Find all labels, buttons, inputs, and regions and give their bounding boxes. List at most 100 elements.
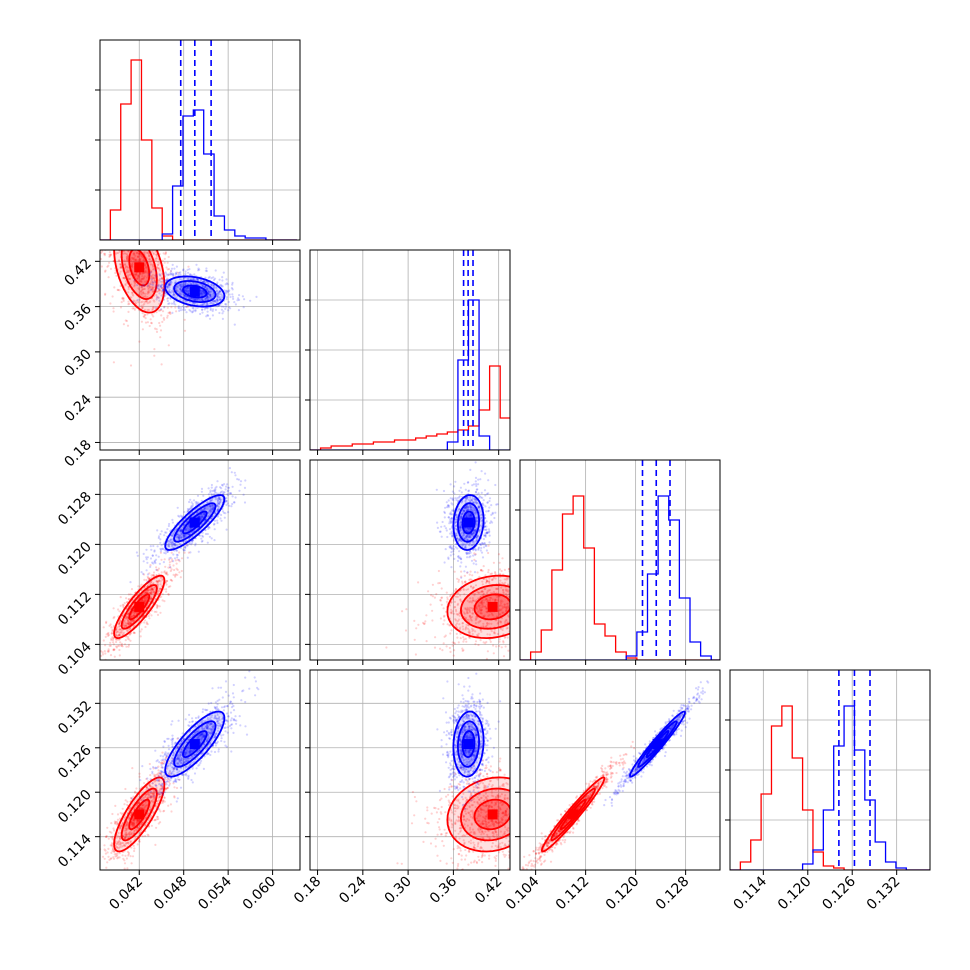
scatter-point (456, 559, 460, 563)
scatter-point (201, 531, 204, 534)
scatter-point (147, 284, 150, 287)
scatter-point (212, 302, 215, 305)
scatter-point (116, 630, 119, 633)
scatter-point (170, 289, 174, 292)
scatter-point (137, 287, 140, 290)
scatter-point (452, 545, 455, 548)
scatter-point (233, 471, 236, 474)
scatter-point (182, 524, 185, 527)
scatter-point (157, 590, 160, 593)
scatter-point (224, 303, 227, 306)
scatter-point (188, 500, 191, 504)
scatter-point (440, 596, 444, 599)
scatter-point (132, 631, 136, 634)
scatter-point (208, 504, 211, 507)
scatter-point (466, 571, 469, 574)
scatter-point (117, 219, 119, 221)
scatter-point (183, 318, 186, 321)
scatter-point (216, 508, 220, 511)
scatter-point (119, 628, 122, 631)
scatter-point (199, 518, 203, 521)
scatter-point (197, 515, 200, 518)
scatter-point (212, 300, 215, 303)
scatter-point (130, 619, 133, 623)
scatter-point (126, 266, 129, 269)
scatter-point (142, 287, 145, 291)
scatter-point (511, 585, 513, 587)
scatter-point (137, 260, 140, 263)
scatter-point (522, 626, 524, 628)
scatter-point (217, 292, 220, 295)
scatter-point (460, 570, 463, 573)
histogram-blue (310, 299, 510, 450)
scatter-point (150, 216, 152, 218)
scatter-point (185, 287, 188, 290)
scatter-point (183, 329, 187, 332)
scatter-point (157, 263, 160, 266)
scatter-point (189, 282, 193, 285)
scatter-point (143, 621, 146, 624)
scatter-point (218, 501, 221, 504)
scatter-point (159, 538, 162, 541)
scatter-point (182, 269, 185, 272)
scatter-point (147, 243, 149, 245)
scatter-point (208, 290, 211, 294)
scatter-point (206, 296, 209, 299)
scatter-point (168, 283, 171, 286)
scatter-point (174, 559, 177, 562)
scatter-point (234, 496, 237, 499)
scatter-point (495, 645, 498, 648)
scatter-point (201, 291, 205, 294)
scatter-point (239, 483, 242, 486)
scatter-point (213, 286, 216, 289)
scatter-point (217, 497, 220, 500)
scatter-point (186, 556, 189, 559)
scatter-point (513, 635, 515, 637)
scatter-point (498, 561, 501, 564)
scatter-point (231, 293, 234, 296)
scatter-point (116, 638, 119, 641)
scatter-point (207, 526, 210, 529)
scatter-point (135, 551, 138, 554)
scatter-point (168, 282, 171, 285)
scatter-point (210, 494, 213, 497)
scatter-point (150, 592, 153, 595)
scatter-point (203, 508, 206, 511)
scatter-point (227, 489, 230, 492)
scatter-point (236, 299, 239, 302)
scatter-point (460, 575, 463, 578)
scatter-point (180, 293, 183, 296)
scatter-point (166, 286, 169, 289)
scatter-point (104, 652, 107, 655)
scatter-point (157, 290, 160, 293)
scatter-point (144, 619, 147, 622)
scatter-point (123, 602, 126, 605)
scatter-point (512, 586, 514, 588)
scatter-point (509, 661, 511, 663)
scatter-point (221, 279, 224, 282)
scatter-point (159, 301, 163, 304)
scatter-point (512, 553, 514, 555)
scatter-point (178, 537, 181, 540)
scatter-point (111, 630, 114, 633)
scatter-point (124, 216, 126, 218)
scatter-point (165, 583, 168, 586)
scatter-point (156, 267, 159, 270)
scatter-point (475, 484, 478, 488)
scatter-point (151, 288, 154, 291)
scatter-point (209, 307, 212, 310)
scatter-point (164, 552, 167, 555)
scatter-point (425, 640, 428, 643)
scatter-point (155, 298, 158, 301)
scatter-point (227, 510, 230, 514)
scatter-point (161, 283, 164, 286)
scatter-point (197, 550, 200, 553)
scatter-point (151, 588, 154, 591)
scatter-point (192, 278, 196, 281)
scatter-point (211, 308, 215, 311)
scatter-point (147, 286, 150, 290)
scatter-point (485, 510, 488, 513)
scatter-point (512, 594, 514, 596)
scatter-point (187, 292, 190, 295)
scatter-point (141, 328, 144, 331)
